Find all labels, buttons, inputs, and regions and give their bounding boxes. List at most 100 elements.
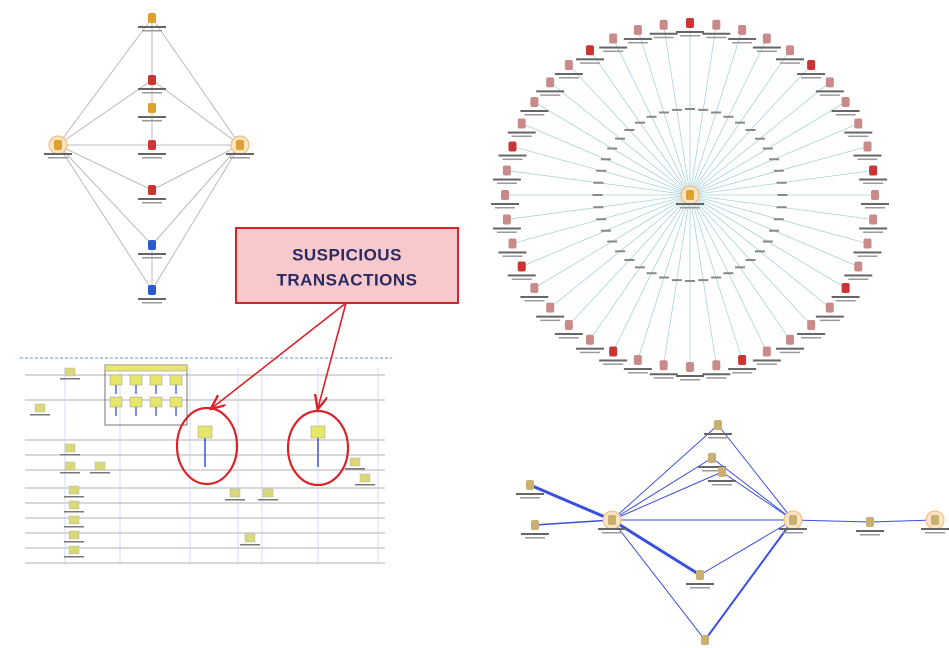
edge-label (685, 108, 695, 110)
edge-label (607, 147, 618, 150)
node-label (756, 50, 777, 53)
edge-label (593, 206, 604, 209)
node-label (706, 36, 727, 39)
node-label (815, 315, 844, 318)
node-label (848, 135, 869, 138)
node-icon (789, 515, 797, 525)
edge-label (592, 194, 603, 196)
node-label (498, 154, 527, 157)
node-icon (718, 467, 726, 477)
node-label (776, 347, 805, 350)
edge-label (745, 258, 756, 261)
node-label (819, 94, 840, 96)
node-icon (633, 355, 642, 366)
node-label (524, 114, 545, 116)
node-label (732, 41, 753, 44)
edge-label (600, 158, 611, 161)
event-node (68, 515, 80, 525)
node-label (860, 534, 880, 536)
edge (611, 519, 706, 641)
node-label (540, 319, 561, 322)
node-label (90, 472, 110, 474)
node-label (520, 110, 549, 113)
node-icon (841, 97, 850, 108)
node-label (64, 556, 84, 558)
event-node (64, 367, 76, 377)
node-icon (508, 141, 517, 152)
node-icon (825, 77, 834, 88)
event-node (68, 530, 80, 540)
node-icon (786, 334, 795, 345)
edge (721, 471, 794, 521)
node-label (708, 480, 736, 482)
node-label (756, 363, 777, 365)
node-icon (148, 140, 156, 150)
node-icon (564, 319, 573, 330)
node-label (492, 178, 521, 181)
node-label (142, 30, 162, 32)
node-label (732, 372, 753, 374)
node-label (355, 484, 375, 486)
node-label (783, 532, 803, 534)
node-label (627, 372, 648, 374)
node-label (921, 528, 949, 530)
node-label (575, 347, 604, 350)
node-label (859, 178, 888, 181)
edge-label (600, 229, 611, 232)
node-label (676, 31, 704, 33)
node-label (138, 298, 166, 300)
node-label (498, 251, 527, 254)
node-label (599, 359, 628, 362)
node-icon (696, 570, 704, 580)
node-icon (148, 185, 156, 195)
edge (699, 519, 794, 576)
node-icon (869, 165, 878, 176)
node-label (345, 468, 365, 470)
node-label (853, 251, 882, 254)
node-label (491, 203, 519, 205)
edge (57, 144, 153, 191)
node-label (48, 157, 68, 159)
edge-label (773, 218, 784, 221)
event-node (244, 533, 256, 543)
node-label (844, 131, 873, 134)
event-node (64, 443, 76, 453)
edge-label (658, 111, 669, 114)
node-label (230, 157, 250, 159)
node-label (653, 377, 674, 379)
node-icon (841, 282, 850, 293)
node-label (492, 227, 521, 230)
edge-label (634, 121, 645, 124)
node-label (844, 274, 873, 277)
event-node (68, 485, 80, 495)
node-label (815, 90, 844, 93)
node-label (554, 332, 583, 335)
node-icon (609, 33, 618, 44)
node-label (495, 207, 515, 209)
node-icon (786, 45, 795, 56)
node-label (60, 454, 80, 456)
edge (151, 17, 241, 146)
node-label (507, 131, 536, 134)
event-node (64, 461, 76, 471)
node-icon (633, 24, 642, 35)
event-node (34, 403, 46, 413)
node-label (507, 274, 536, 277)
event-node (262, 488, 274, 498)
node-icon (686, 362, 694, 372)
node-icon (738, 24, 747, 35)
event-node (94, 461, 106, 471)
node-label (525, 537, 545, 539)
node-label (863, 182, 884, 185)
edge-label (624, 129, 635, 132)
node-label (536, 90, 565, 93)
event-node (149, 396, 163, 408)
node-icon (659, 19, 668, 30)
node-label (708, 437, 728, 439)
node-label (752, 46, 781, 49)
edge (869, 519, 936, 523)
node-label (801, 77, 822, 79)
edge (611, 518, 701, 577)
edge (151, 144, 241, 191)
